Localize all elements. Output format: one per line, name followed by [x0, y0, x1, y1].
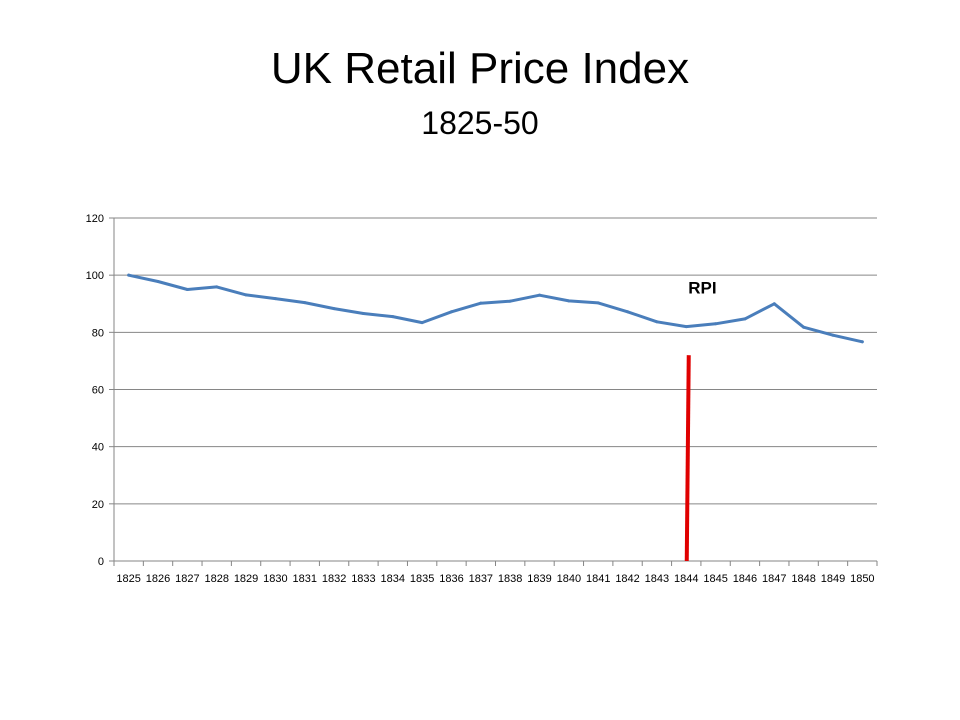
- x-tick-label-1848: 1848: [791, 573, 815, 585]
- x-tick-label-1850: 1850: [850, 573, 874, 585]
- series-label-rpi: RPI: [688, 279, 716, 298]
- data-point-1841: [596, 301, 600, 305]
- data-point-1825: [127, 273, 131, 277]
- data-point-1829: [244, 293, 248, 297]
- x-tick-label-1844: 1844: [674, 573, 698, 585]
- data-point-1848: [802, 325, 806, 329]
- x-tick-label-1827: 1827: [175, 573, 199, 585]
- x-tick-label-1840: 1840: [557, 573, 581, 585]
- x-tick-label-1847: 1847: [762, 573, 786, 585]
- y-tick-label-20: 20: [92, 499, 104, 511]
- y-tick-label-40: 40: [92, 442, 104, 454]
- data-point-1828: [215, 285, 219, 289]
- x-tick-label-1826: 1826: [146, 573, 170, 585]
- y-tick-label-60: 60: [92, 385, 104, 397]
- y-tick-label-80: 80: [92, 327, 104, 339]
- x-tick-label-1833: 1833: [351, 573, 375, 585]
- x-tick-label-1843: 1843: [645, 573, 669, 585]
- data-point-1836: [449, 310, 453, 314]
- x-tick-label-1839: 1839: [527, 573, 551, 585]
- slide-title: UK Retail Price Index: [270, 44, 690, 93]
- x-tick-label-1830: 1830: [263, 573, 287, 585]
- y-tick-label-100: 100: [86, 270, 104, 282]
- x-tick-label-1842: 1842: [615, 573, 639, 585]
- x-tick-label-1836: 1836: [439, 573, 463, 585]
- data-point-1834: [391, 315, 395, 319]
- data-point-1840: [567, 299, 571, 303]
- data-point-1843: [655, 320, 659, 324]
- data-point-1827: [185, 287, 189, 291]
- slide-subtitle: 1825-50: [421, 105, 539, 141]
- data-point-1826: [156, 279, 160, 283]
- data-point-1846: [743, 317, 747, 321]
- x-tick-label-1828: 1828: [204, 573, 228, 585]
- data-point-1832: [332, 307, 336, 311]
- data-point-1833: [361, 311, 365, 315]
- data-point-1845: [714, 322, 718, 326]
- x-tick-label-1829: 1829: [234, 573, 258, 585]
- data-point-1842: [626, 310, 630, 314]
- data-point-1850: [860, 340, 864, 344]
- x-tick-label-1831: 1831: [293, 573, 317, 585]
- x-tick-label-1834: 1834: [381, 573, 405, 585]
- y-tick-label-0: 0: [98, 556, 104, 568]
- data-point-1847: [772, 302, 776, 306]
- x-tick-label-1846: 1846: [733, 573, 757, 585]
- data-point-1844: [684, 325, 688, 329]
- series-line-rpi: [127, 273, 864, 344]
- data-point-1838: [508, 299, 512, 303]
- x-tick-label-1841: 1841: [586, 573, 610, 585]
- data-point-1849: [831, 333, 835, 337]
- x-tick-label-1832: 1832: [322, 573, 346, 585]
- x-tick-label-1849: 1849: [821, 573, 845, 585]
- vertical-marker-1844: [684, 355, 691, 562]
- x-tick-label-1838: 1838: [498, 573, 522, 585]
- data-point-1830: [273, 297, 277, 301]
- data-point-1835: [420, 321, 424, 325]
- x-tick-label-1825: 1825: [116, 573, 140, 585]
- data-point-1831: [303, 301, 307, 305]
- data-point-1839: [538, 293, 542, 297]
- y-tick-label-120: 120: [86, 213, 104, 225]
- data-point-1837: [479, 301, 483, 305]
- x-tick-label-1837: 1837: [469, 573, 493, 585]
- x-tick-label-1845: 1845: [703, 573, 727, 585]
- x-tick-label-1835: 1835: [410, 573, 434, 585]
